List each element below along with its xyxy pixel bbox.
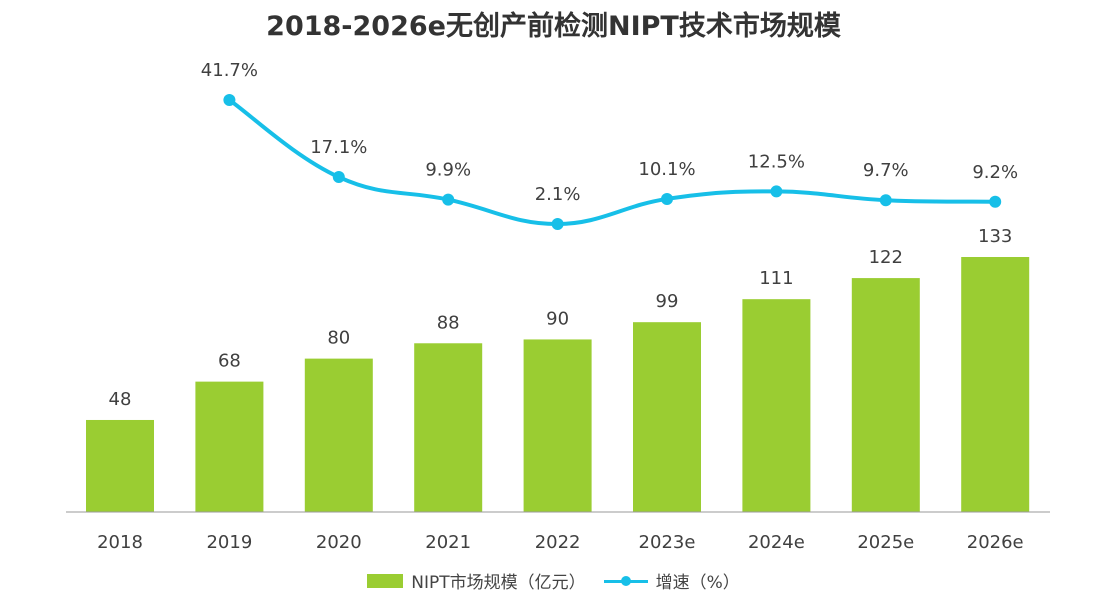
bar-2025e xyxy=(851,278,920,512)
bar-label-2022: 90 xyxy=(546,308,569,329)
growth-label-2023e: 10.1% xyxy=(638,159,695,180)
growth-label-2025e: 9.7% xyxy=(863,160,909,181)
bar-2020 xyxy=(304,358,373,512)
bar-label-2026e: 133 xyxy=(978,226,1012,247)
bars-layer: 48 68 80 88 90 99 111 122 133 xyxy=(86,226,1030,512)
x-tick-label-2018: 2018 xyxy=(97,532,143,553)
growth-label-2024e: 12.5% xyxy=(748,151,805,172)
bar-2019 xyxy=(195,381,264,512)
bar-label-2024e: 111 xyxy=(759,268,793,289)
growth-point-2023e xyxy=(661,192,673,205)
bar-2022 xyxy=(523,339,592,512)
legend-label-growth-rate: 增速（%） xyxy=(655,573,740,593)
x-tick-label-2019: 2019 xyxy=(206,532,252,553)
x-tick-label-2021: 2021 xyxy=(425,532,471,553)
legend-item-market-size[interactable]: NIPT市场规模（亿元） xyxy=(367,568,586,593)
legend-swatch-line xyxy=(603,574,648,588)
growth-point-2022 xyxy=(551,218,564,230)
x-tick-label-2022: 2022 xyxy=(535,532,581,553)
chart-title: 2018-2026e无创产前检测NIPT技术市场规模 xyxy=(266,11,841,42)
growth-label-2021: 9.9% xyxy=(425,160,471,181)
bar-2021 xyxy=(414,343,483,512)
bar-2023e xyxy=(633,322,701,512)
legend-swatch-bar xyxy=(367,573,404,588)
legend: NIPT市场规模（亿元） 增速（%） xyxy=(0,568,1107,593)
bar-label-2020: 80 xyxy=(327,328,350,349)
ticks-layer: 2018 2019 2020 2021 2022 2023e 2024e 2025e 2026e xyxy=(97,532,1024,553)
legend-line-dot xyxy=(620,575,631,586)
growth-point-2019 xyxy=(223,94,236,106)
legend-item-growth-rate[interactable]: 增速（%） xyxy=(603,568,740,593)
growth-point-2024e xyxy=(770,185,783,198)
growth-point-2025e xyxy=(879,194,892,207)
growth-label-2020: 17.1% xyxy=(310,137,367,158)
x-tick-label-2026e: 2026e xyxy=(967,532,1024,553)
growth-point-2020 xyxy=(332,171,345,184)
bar-label-2025e: 122 xyxy=(869,247,903,268)
bar-label-2023e: 99 xyxy=(656,291,679,312)
bar-label-2018: 48 xyxy=(109,389,132,410)
growth-label-2022: 2.1% xyxy=(535,184,581,205)
x-tick-label-2025e: 2025e xyxy=(857,532,914,553)
x-tick-label-2020: 2020 xyxy=(316,532,362,553)
growth-label-2019: 41.7% xyxy=(201,60,258,81)
legend-label-market-size: NIPT市场规模（亿元） xyxy=(411,573,586,593)
growth-label-2026e: 9.2% xyxy=(972,162,1018,183)
bar-label-2021: 88 xyxy=(437,312,460,333)
bar-2018 xyxy=(86,419,154,512)
bar-2024e xyxy=(742,299,811,512)
bar-label-2019: 68 xyxy=(218,351,241,372)
x-tick-label-2024e: 2024e xyxy=(748,532,805,553)
growth-point-2021 xyxy=(442,193,455,206)
bar-2026e xyxy=(961,257,1030,512)
growth-line-layer: 41.7% 17.1% 9.9% 2.1% 10.1% 12.5% 9.7% 9.2% xyxy=(201,60,1018,230)
x-tick-label-2023e: 2023e xyxy=(639,532,696,553)
growth-point-2026e xyxy=(989,195,1002,208)
